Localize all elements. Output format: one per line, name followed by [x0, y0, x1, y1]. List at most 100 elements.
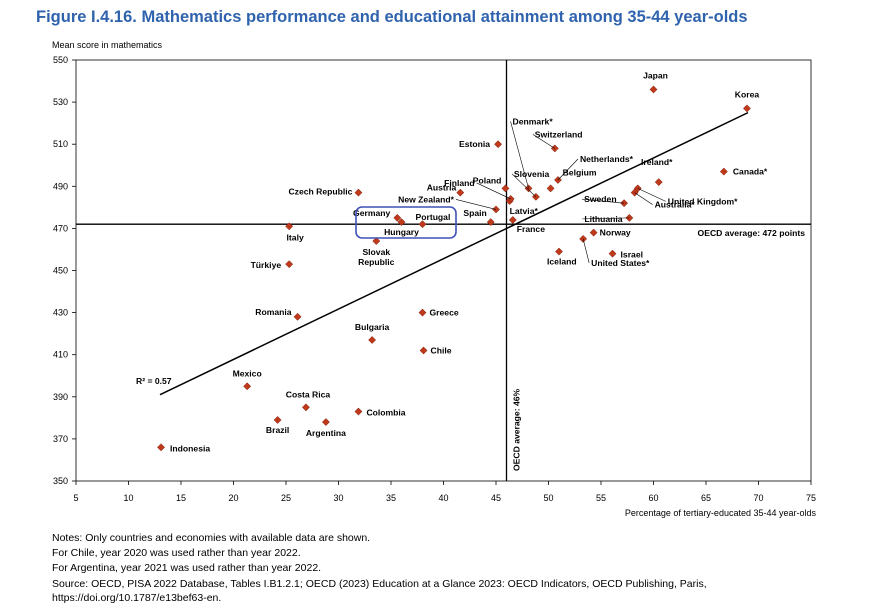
label-germany: Germany [353, 208, 390, 218]
note-chile: For Chile, year 2020 was used rather tha… [52, 547, 301, 559]
data-points [157, 85, 751, 452]
point-labels: Indonesia Mexico Brazil Türkiye Italy Romania… [170, 70, 768, 453]
label-norway: Norway [600, 228, 631, 238]
point-chile [419, 346, 428, 355]
y-tick-label: 470 [53, 223, 68, 233]
label-canada: Canada* [733, 167, 768, 177]
point-united-states [579, 234, 588, 243]
leader-line [557, 158, 579, 181]
label-finland: Finland [444, 178, 475, 188]
point-romania [293, 312, 302, 321]
point-estonia [494, 140, 503, 149]
plot-frame [75, 59, 812, 482]
leader-line [510, 121, 529, 189]
leader-line [476, 182, 511, 200]
label-portugal: Portugal [416, 212, 451, 222]
note-argentina: For Argentina, year 2021 was used rather… [52, 562, 322, 574]
label-belgium: Belgium [563, 167, 597, 177]
x-tick-label: 45 [491, 493, 501, 503]
note-data-availability: Notes: Only countries and economies with… [52, 532, 371, 544]
point-costa-rica [301, 403, 310, 412]
label-switzerland: Switzerland [535, 129, 583, 139]
label-slovak-republic: Slovak Republic [358, 247, 395, 267]
x-tick-label: 60 [648, 493, 658, 503]
trend-line: R² = 0.57 [136, 111, 749, 396]
label-estonia: Estonia [459, 139, 490, 149]
x-tick-label: 10 [123, 493, 133, 503]
y-tick-label: 490 [53, 181, 68, 191]
leader-line [532, 134, 555, 149]
y-tick-label: 410 [53, 350, 68, 360]
x-tick-label: 75 [806, 493, 816, 503]
label-japan: Japan [643, 70, 668, 80]
label-austria: Austria [427, 183, 457, 193]
label-iceland: Iceland [547, 257, 577, 267]
label-romania: Romania [255, 307, 292, 317]
label-colombia: Colombia [366, 408, 405, 418]
point-iceland [555, 247, 563, 256]
label-czech-republic: Czech Republic [288, 187, 352, 197]
point-germany [393, 213, 402, 222]
point-argentina [321, 418, 330, 427]
y-tick-label: 370 [53, 434, 68, 444]
y-tick-label: 450 [53, 266, 68, 276]
label-united-kingdom: United Kingdom* [668, 196, 738, 206]
x-tick-label: 70 [753, 493, 763, 503]
label-latvia: Latvia* [510, 206, 539, 216]
point-spain [486, 218, 495, 227]
oecd-average-x-label: OECD average: 46% [512, 388, 522, 471]
x-tick-label: 50 [543, 493, 553, 503]
r-squared-label: R² = 0.57 [136, 376, 172, 386]
point-slovenia [531, 192, 540, 201]
label-hungary: Hungary [384, 227, 419, 237]
point-austria [456, 188, 465, 197]
x-tick-label: 25 [281, 493, 291, 503]
point-australia [630, 188, 639, 197]
label-united-states: United States* [591, 258, 650, 268]
label-slovenia: Slovenia [514, 169, 550, 179]
label-lithuania: Lithuania [584, 214, 622, 224]
point-korea [742, 104, 751, 113]
label-sweden: Sweden [584, 194, 616, 204]
leader-line [511, 173, 537, 198]
point-ireland [654, 178, 663, 187]
label-ireland: Ireland* [641, 157, 673, 167]
x-tick-label: 30 [333, 493, 343, 503]
point-greece [418, 308, 427, 317]
oecd-average-y-label: OECD average: 472 points [698, 228, 806, 238]
point-belgium [546, 184, 555, 193]
point-czech-republic [354, 188, 363, 197]
leader-line [634, 192, 653, 205]
label-t-rkiye: Türkiye [251, 260, 282, 270]
leader-line [582, 238, 590, 263]
y-tick-label: 350 [53, 476, 68, 486]
point-brazil [273, 416, 282, 424]
leader-line [637, 188, 666, 202]
point-colombia [354, 407, 363, 416]
point-hungary [397, 218, 406, 227]
label-australia: Australia* [655, 200, 696, 210]
x-tick-label: 65 [701, 493, 711, 503]
point-canada [719, 167, 728, 176]
label-argentina: Argentina [306, 428, 346, 438]
point-france [508, 216, 517, 224]
point-t-rkiye [285, 260, 294, 269]
label-israel: Israel [621, 250, 643, 260]
point-israel [608, 249, 617, 258]
note-source: Source: OECD, PISA 2022 Database, Tables… [52, 578, 707, 604]
highlight-rectangle [355, 206, 457, 239]
label-italy: Italy [287, 232, 304, 242]
point-bulgaria [368, 336, 377, 344]
y-tick-label: 430 [53, 308, 68, 318]
x-axis-label: Percentage of tertiary-educated 35-44 ye… [625, 508, 817, 518]
point-portugal [418, 220, 427, 229]
point-norway [589, 228, 598, 237]
point-italy [285, 222, 294, 231]
point-denmark [524, 184, 533, 193]
point-japan [649, 85, 658, 94]
x-tick-label: 55 [596, 493, 606, 503]
label-brazil: Brazil [266, 425, 289, 435]
figure-title: Figure I.4.16. Mathematics performance a… [36, 8, 748, 26]
x-tick-label: 15 [176, 493, 186, 503]
